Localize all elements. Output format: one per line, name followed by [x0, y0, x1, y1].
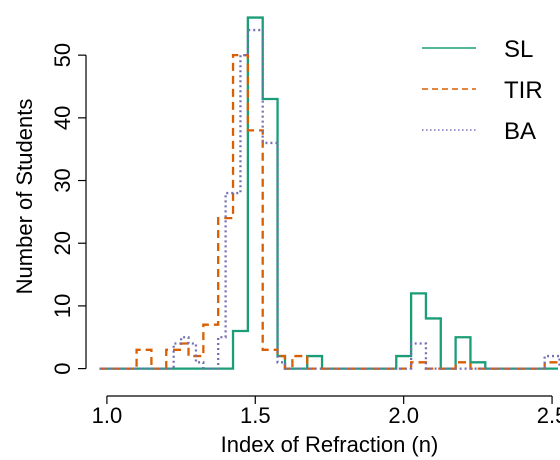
series-sl-line	[99, 16, 558, 370]
series-tir-line	[99, 54, 558, 370]
series-ba-line	[99, 28, 560, 370]
y-axis-title: Number of Students	[12, 99, 37, 295]
y-tick-label: 40	[50, 106, 75, 130]
axes-layer	[85, 55, 553, 397]
y-tick-label: 50	[50, 43, 75, 67]
y-tick-label: 10	[50, 294, 75, 318]
y-tick-label: 30	[50, 168, 75, 192]
x-ticks: 1.0 1.5 2.0 2.5	[92, 396, 560, 428]
x-tick-label: 2.0	[388, 403, 419, 428]
legend-label-ba: BA	[504, 118, 536, 145]
y-tick-label: 20	[50, 231, 75, 255]
y-tick-label: 0	[50, 362, 75, 374]
legend: SL TIR BA	[422, 36, 543, 145]
x-tick-label: 1.5	[240, 403, 271, 428]
x-tick-label: 2.5	[537, 403, 560, 428]
x-axis-title: Index of Refraction (n)	[221, 432, 439, 457]
x-tick-label: 1.0	[92, 403, 123, 428]
legend-label-sl: SL	[504, 36, 533, 63]
legend-label-tir: TIR	[504, 77, 543, 104]
series-layer	[99, 16, 560, 370]
y-ticks: 0 10 20 30 40 50	[50, 43, 86, 375]
